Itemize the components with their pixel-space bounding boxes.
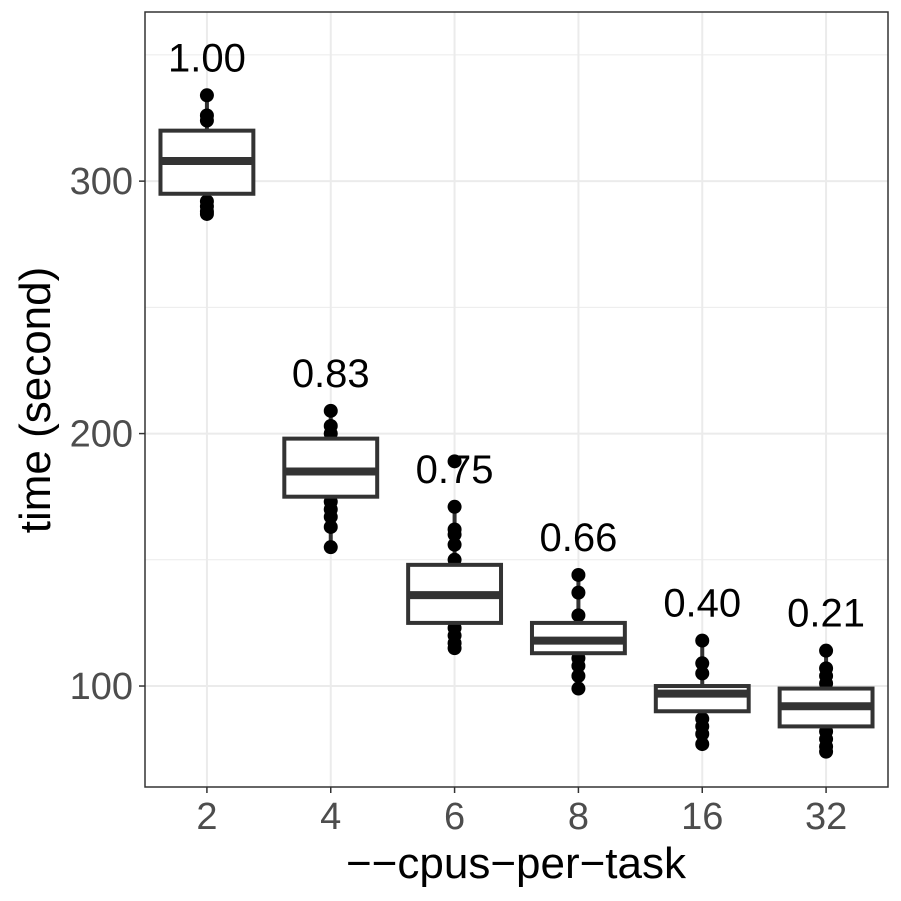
x-tick-label: 32 bbox=[805, 796, 847, 838]
x-tick-label: 8 bbox=[568, 796, 589, 838]
data-point bbox=[447, 537, 462, 552]
data-point bbox=[695, 633, 710, 648]
box-group-16: 0.40 bbox=[653, 582, 751, 752]
panel-border bbox=[144, 11, 889, 788]
data-point bbox=[571, 567, 586, 582]
x-tick-label: 6 bbox=[444, 796, 465, 838]
data-label: 0.66 bbox=[539, 516, 617, 560]
data-point bbox=[323, 403, 338, 418]
data-point bbox=[323, 519, 338, 534]
data-point bbox=[199, 206, 214, 221]
box-group-32: 0.21 bbox=[777, 592, 875, 759]
data-label: 0.40 bbox=[663, 582, 741, 626]
data-point bbox=[571, 585, 586, 600]
data-point bbox=[199, 113, 214, 128]
y-tick-label: 300 bbox=[70, 161, 133, 203]
data-point bbox=[199, 88, 214, 103]
data-point bbox=[819, 643, 834, 658]
data-point bbox=[695, 726, 710, 741]
data-point bbox=[571, 681, 586, 696]
grid bbox=[145, 12, 888, 787]
box-group-6: 0.75 bbox=[406, 448, 504, 656]
data-point bbox=[323, 509, 338, 524]
x-tick-label: 4 bbox=[320, 796, 341, 838]
data-point bbox=[695, 666, 710, 681]
data-label: 0.83 bbox=[292, 352, 370, 396]
y-axis-title: time (second) bbox=[11, 267, 60, 534]
data-point bbox=[447, 499, 462, 514]
data-point bbox=[571, 608, 586, 623]
y-tick-label: 100 bbox=[70, 666, 133, 708]
box-group-4: 0.83 bbox=[282, 352, 380, 555]
data-point bbox=[447, 641, 462, 656]
boxes: 1.00 0.83 0.75 0.66 0.40 0.21 bbox=[158, 36, 875, 759]
data-point bbox=[447, 454, 462, 469]
data-point bbox=[819, 744, 834, 759]
x-axis: 2 4 6 8 16 32 bbox=[196, 787, 847, 838]
data-label: 1.00 bbox=[168, 36, 246, 80]
data-label: 0.21 bbox=[787, 592, 865, 636]
data-point bbox=[571, 668, 586, 683]
box-group-2: 1.00 bbox=[158, 36, 256, 221]
data-point bbox=[695, 656, 710, 671]
box-group-8: 0.66 bbox=[529, 516, 627, 696]
data-point bbox=[323, 540, 338, 555]
x-tick-label: 2 bbox=[196, 796, 217, 838]
x-tick-label: 16 bbox=[681, 796, 723, 838]
y-axis: 100 200 300 bbox=[70, 161, 145, 708]
data-point bbox=[447, 527, 462, 542]
data-point bbox=[695, 737, 710, 752]
data-label: 0.75 bbox=[416, 448, 494, 492]
y-tick-label: 200 bbox=[70, 414, 133, 456]
x-axis-title: −−cpus−per−task bbox=[346, 839, 687, 888]
data-point bbox=[571, 658, 586, 673]
